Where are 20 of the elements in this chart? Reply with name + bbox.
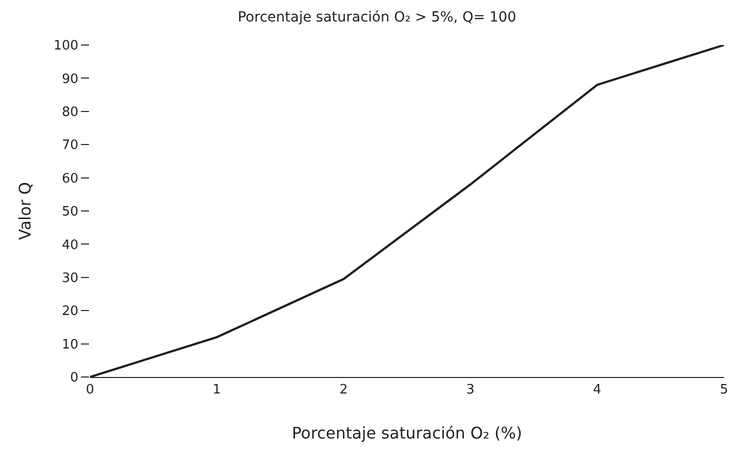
y-tick-label: 30 [62,270,78,286]
x-axis-title: Porcentaje saturación O₂ (%) [292,423,522,442]
y-tick-label: 90 [62,72,78,87]
x-tick-label: 2 [339,382,348,398]
y-tick-label: 40 [62,238,78,253]
y-tick-label: 100 [54,38,78,54]
y-tick-label: 60 [62,171,78,186]
x-tick-label: 3 [466,382,475,398]
y-tick-label: 80 [62,104,78,120]
y-tick-label: 20 [62,304,78,320]
y-tick-label: 50 [62,204,78,220]
chart-title: Porcentaje saturación O₂ > 5%, Q= 100 [238,10,516,26]
x-tick-label: 1 [212,382,221,398]
y-tick-label: 0 [70,370,78,386]
y-tick-label: 10 [62,337,78,352]
x-tick-label: 5 [720,382,728,398]
x-tick-label: 0 [86,382,94,398]
x-tick-label: 4 [593,382,602,398]
y-axis-title: Valor Q [15,182,34,240]
y-tick-label: 70 [62,138,78,154]
